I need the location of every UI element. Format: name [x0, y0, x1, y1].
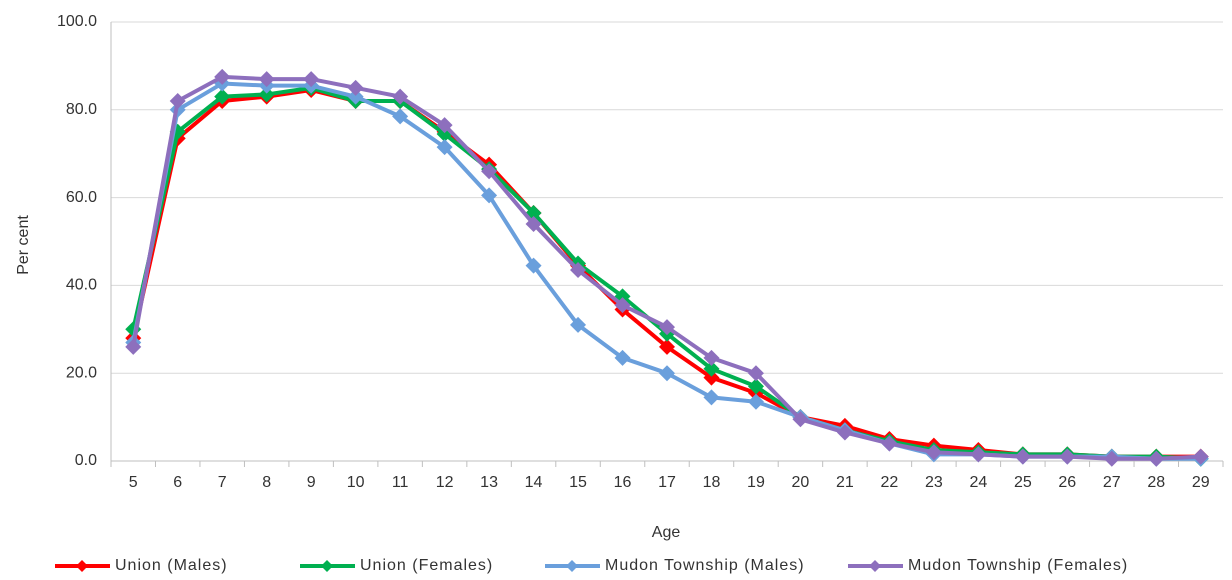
data-point	[659, 365, 675, 382]
y-axis-title: Per cent	[15, 215, 32, 275]
x-tick-label: 19	[747, 474, 765, 491]
data-point	[970, 446, 987, 463]
data-point	[703, 369, 720, 386]
data-point	[258, 86, 275, 103]
x-tick-label: 5	[129, 474, 138, 491]
x-tick-label: 10	[347, 474, 365, 491]
y-tick-label: 0.0	[75, 452, 97, 469]
data-point	[214, 68, 231, 85]
x-tick-label: 9	[307, 474, 316, 491]
x-tick-label: 21	[836, 474, 854, 491]
series-line	[131, 88, 1201, 459]
data-point	[1059, 448, 1076, 465]
x-tick-label: 8	[262, 474, 271, 491]
x-tick-label: 28	[1147, 474, 1165, 491]
y-tick-label: 100.0	[57, 13, 97, 30]
data-point	[614, 349, 631, 366]
x-tick-label: 16	[614, 474, 632, 491]
data-point	[925, 444, 942, 461]
data-point	[792, 411, 809, 428]
data-point	[525, 257, 542, 274]
series-line	[131, 81, 1201, 461]
x-tick-label: 27	[1103, 474, 1121, 491]
legend-label: Mudon Township (Females)	[908, 557, 1128, 574]
legend-label: Union (Males)	[115, 557, 228, 574]
data-point	[214, 88, 231, 105]
data-point	[747, 378, 764, 395]
data-point	[881, 435, 898, 452]
x-tick-label: 20	[792, 474, 810, 491]
x-tick-label: 25	[1014, 474, 1032, 491]
x-tick-label: 17	[658, 474, 676, 491]
x-tick-label: 24	[969, 474, 987, 491]
data-point	[258, 71, 275, 88]
legend-marker	[869, 560, 881, 572]
x-tick-label: 29	[1192, 474, 1210, 491]
data-point	[392, 88, 409, 105]
data-point	[1148, 450, 1165, 467]
data-point	[436, 117, 453, 134]
x-tick-label: 12	[436, 474, 454, 491]
data-point	[125, 338, 142, 355]
x-tick-label: 15	[569, 474, 587, 491]
x-axis-title: Age	[652, 524, 681, 541]
x-tick-label: 7	[218, 474, 227, 491]
data-point	[747, 393, 764, 410]
x-tick-label: 13	[480, 474, 498, 491]
x-tick-label: 23	[925, 474, 943, 491]
legend-marker	[566, 560, 578, 572]
data-point	[703, 360, 720, 377]
data-point	[347, 79, 364, 96]
data-point	[303, 71, 320, 88]
data-point	[659, 319, 675, 336]
data-point	[481, 163, 498, 180]
legend-marker	[321, 560, 333, 572]
data-point	[836, 424, 853, 441]
y-tick-label: 80.0	[66, 101, 97, 118]
data-point	[747, 365, 764, 382]
x-tick-label: 6	[173, 474, 182, 491]
x-tick-label: 22	[881, 474, 899, 491]
data-point	[347, 88, 364, 105]
y-tick-label: 60.0	[66, 189, 97, 206]
data-point	[703, 389, 720, 406]
data-point	[1014, 448, 1031, 465]
data-point	[1192, 448, 1209, 465]
data-point	[659, 338, 675, 355]
data-point	[1103, 450, 1120, 467]
data-point	[703, 349, 720, 366]
x-tick-label: 18	[703, 474, 721, 491]
y-tick-label: 40.0	[66, 277, 97, 294]
data-point	[436, 139, 453, 156]
data-point	[570, 316, 587, 333]
series-line	[131, 85, 1201, 461]
data-point	[570, 262, 587, 279]
data-point	[614, 297, 631, 314]
x-tick-label: 14	[525, 474, 543, 491]
series-line	[131, 74, 1201, 461]
x-tick-label: 26	[1058, 474, 1076, 491]
legend-label: Mudon Township (Males)	[605, 557, 805, 574]
legend-label: Union (Females)	[360, 557, 493, 574]
data-point	[525, 215, 542, 232]
x-tick-label: 11	[392, 474, 409, 491]
data-point	[392, 108, 409, 125]
data-point	[169, 93, 186, 110]
legend-marker	[76, 560, 88, 572]
data-point	[481, 187, 498, 204]
y-tick-label: 20.0	[66, 364, 97, 381]
